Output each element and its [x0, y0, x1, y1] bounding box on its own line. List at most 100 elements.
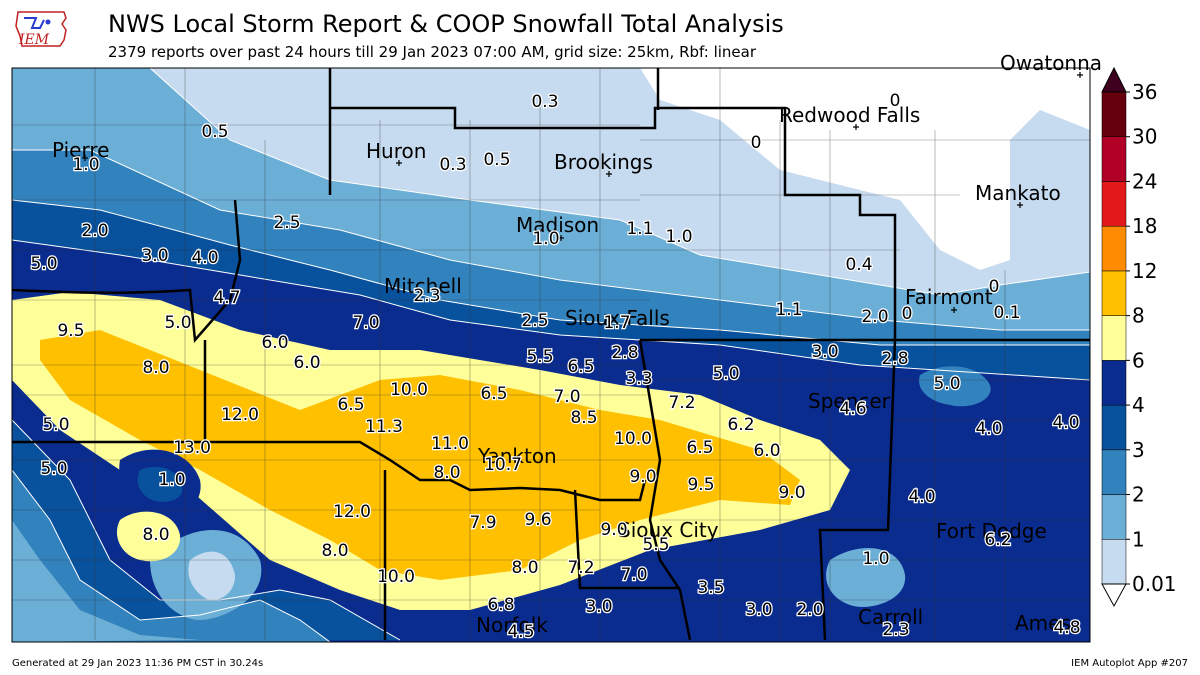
snowfall-value-label: 2.0: [796, 600, 823, 620]
snowfall-value-label: 10.0: [614, 429, 652, 449]
city-label: Yankton: [477, 444, 557, 468]
snowfall-value-label: 0.5: [201, 122, 228, 142]
colorbar-swatch: [1101, 494, 1127, 540]
snowfall-value-label: 7.2: [668, 393, 695, 413]
snowfall-value-label: 7.0: [620, 565, 647, 585]
snowfall-value-label: 2.3: [882, 620, 909, 640]
city-label: Madison: [516, 213, 599, 237]
snowfall-value-label: 0: [989, 277, 1000, 297]
ring-2in: [12, 470, 330, 642]
iem-logo-text: IEM: [18, 32, 50, 48]
snowfall-value-label: 1.0: [532, 229, 559, 249]
snowfall-value-label: 1.7: [603, 313, 630, 333]
map-frame: [11, 67, 1091, 643]
snowfall-value-label: 0.4: [845, 255, 872, 275]
city-label: Owatonna: [1000, 51, 1102, 75]
snowfall-value-label: 6.2: [727, 415, 754, 435]
snowfall-value-label: 11.3: [365, 417, 403, 437]
snowfall-value-label: 8.0: [433, 463, 460, 483]
snowfall-value-label: 2.5: [273, 213, 300, 233]
snowfall-value-label: 7.0: [553, 387, 580, 407]
snowfall-value-label: 4.5: [507, 622, 534, 642]
snowfall-value-label: 8.0: [321, 541, 348, 561]
city-label: Mankato: [975, 181, 1061, 205]
snowfall-value-label: 5.0: [712, 364, 739, 384]
city-label: Huron: [366, 139, 426, 163]
colorbar-swatch: [1101, 270, 1127, 316]
snowfall-value-label: 11.0: [431, 434, 469, 454]
snowfall-value-label: 8.0: [511, 558, 538, 578]
city-labels: Pierre Huron Brookings Redwood Falls Mad…: [52, 51, 1102, 637]
snowfall-value-label: 10.0: [390, 380, 428, 400]
snowfall-value-label: 4.6: [839, 399, 866, 419]
colorbar-label: 3: [1132, 438, 1145, 462]
snowfall-value-label: 10.7: [484, 455, 522, 475]
ring-3in: [12, 420, 400, 642]
snowfall-value-label: 9.0: [629, 467, 656, 487]
fort-dodge-blob: [927, 509, 1034, 558]
hole-south-inner: [188, 551, 236, 601]
snowfall-value-label: 3.0: [745, 600, 772, 620]
colorbar-label: 18: [1132, 214, 1157, 238]
snowfall-value-label: 4.0: [908, 487, 935, 507]
colorbar-swatch: [1101, 360, 1127, 406]
snowfall-value-label: 3.0: [141, 246, 168, 266]
snowfall-value-label: 7.0: [352, 313, 379, 333]
snowfall-value-label: 2.8: [611, 343, 638, 363]
snowfall-value-label: 0: [751, 133, 762, 153]
snowfall-value-label: 5.5: [526, 347, 553, 367]
snowfall-value-label: 1.1: [775, 300, 802, 320]
snowfall-value-label: 3.0: [585, 597, 612, 617]
city-label: Redwood Falls: [779, 103, 920, 127]
snowfall-value-label: 6.5: [567, 357, 594, 377]
colorbar-swatch: [1101, 91, 1127, 137]
snowfall-value-label: 1.0: [665, 227, 692, 247]
page-subtitle: 2379 reports over past 24 hours till 29 …: [108, 43, 757, 61]
colorbar-label: 4: [1132, 393, 1145, 417]
snowfall-value-label: 0: [890, 91, 901, 111]
city-label: Norfolk: [476, 613, 548, 637]
snowfall-value-label: 3.0: [811, 342, 838, 362]
snowfall-value-label: 6.0: [753, 441, 780, 461]
snowfall-value-label: 5.0: [933, 374, 960, 394]
snowfall-value-label: 4.0: [1052, 413, 1079, 433]
colorbar-swatch: [1101, 449, 1127, 495]
snowfall-value-label: 0.3: [531, 92, 558, 112]
city-markers: [82, 72, 1083, 313]
snowfall-value-label: 6.0: [261, 333, 288, 353]
colorbar-label: 1: [1132, 527, 1145, 551]
snowfall-value-label: 2.0: [861, 307, 888, 327]
snowfall-value-label: 12.0: [221, 405, 259, 425]
snowfall-value-label: 3.5: [697, 578, 724, 598]
snowfall-value-label: 4.0: [975, 419, 1002, 439]
snowfall-value-label: 9.6: [524, 510, 551, 530]
city-label: Fort Dodge: [936, 519, 1047, 543]
snowfall-value-label: 9.0: [600, 520, 627, 540]
city-label: Carroll: [858, 605, 923, 629]
footer-app: IEM Autoplot App #207: [1071, 658, 1188, 669]
snowfall-value-label: 5.5: [642, 535, 669, 555]
footer-generated: Generated at 29 Jan 2023 11:36 PM CST in…: [12, 658, 264, 669]
snowfall-value-label: 8.0: [142, 525, 169, 545]
snowfall-value-label: 5.0: [30, 254, 57, 274]
colorbar-label: 0.01: [1132, 572, 1177, 596]
city-label: Pierre: [52, 138, 109, 162]
snowfall-value-label: 13.0: [173, 438, 211, 458]
colorbar-min-arrow: [1101, 583, 1127, 608]
colorbar-swatch: [1101, 404, 1127, 451]
snowfall-value-label: 0.3: [439, 155, 466, 175]
snowfall-value-label: 0: [902, 304, 913, 324]
colorbar-max-arrow: [1101, 66, 1127, 93]
colorbar-label: 30: [1132, 125, 1157, 149]
snowfall-value-label: 6.0: [293, 353, 320, 373]
snowfall-value-label: 2.5: [521, 311, 548, 331]
snowfall-value-label: 10.0: [377, 567, 415, 587]
snowfall-value-label: 0.5: [483, 150, 510, 170]
city-label: Sioux City: [618, 518, 719, 542]
colorbar-swatch: [1101, 315, 1127, 361]
city-label: Spencer: [808, 389, 891, 413]
east-blob: [919, 366, 991, 407]
snowfall-value-label: 2.8: [881, 349, 908, 369]
snowfall-value-label: 6.8: [487, 595, 514, 615]
